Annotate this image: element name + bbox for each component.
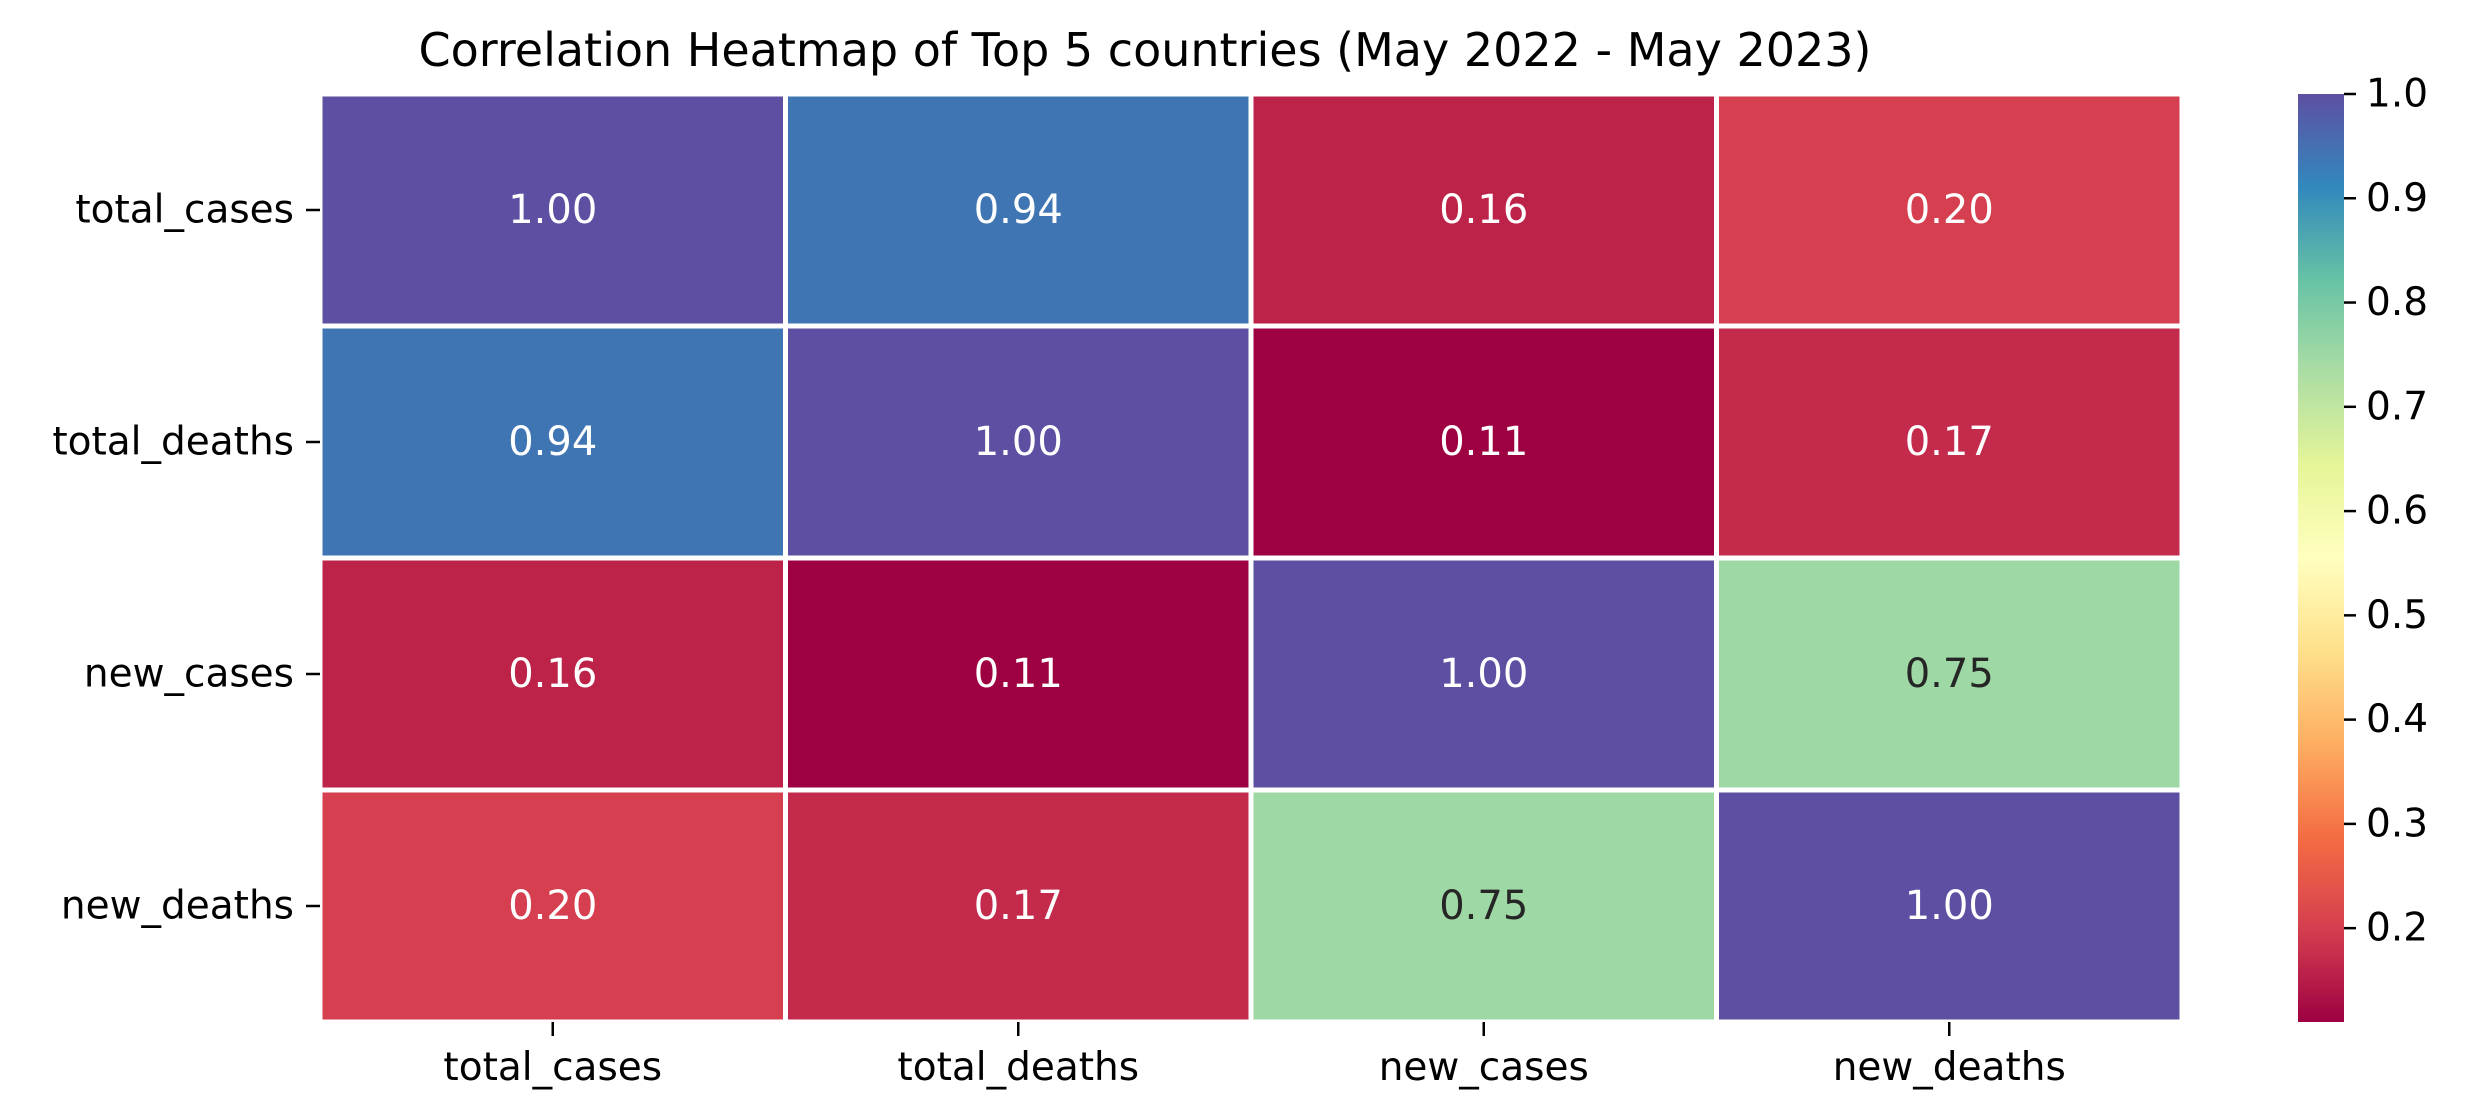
colorbar-tick-label: 0.8: [2366, 280, 2428, 325]
cell-value-label: 0.94: [508, 419, 597, 465]
row-label-new_cases: new_cases: [84, 652, 294, 697]
heatmap-cell-total_cases-total_cases: [317, 91, 788, 329]
cell-value-label: 0.17: [974, 883, 1063, 929]
cell-value-label: 0.16: [1439, 187, 1528, 233]
cell-value-label: 1.00: [1439, 651, 1528, 697]
heatmap-cell-total_cases-new_deaths: [1714, 91, 2185, 329]
heatmap-cell-new_deaths-total_deaths: [783, 787, 1254, 1025]
column-label-total_deaths: total_deaths: [897, 1045, 1139, 1090]
row-label-new_deaths: new_deaths: [61, 884, 294, 929]
heatmap-cell-total_cases-total_deaths: [783, 91, 1254, 329]
heatmap-cell-total_deaths-total_deaths: [783, 323, 1254, 561]
chart-title: Correlation Heatmap of Top 5 countries (…: [419, 23, 1872, 77]
cell-value-label: 0.20: [508, 883, 597, 929]
column-label-new_cases: new_cases: [1379, 1045, 1589, 1090]
colorbar-tick-label: 0.6: [2366, 489, 2428, 534]
cell-value-label: 0.17: [1905, 419, 1994, 465]
colorbar-tick-label: 0.5: [2366, 593, 2428, 638]
row-label-total_deaths: total_deaths: [52, 420, 294, 465]
cell-value-label: 0.11: [1439, 419, 1528, 465]
heatmap-cell-new_cases-new_deaths: [1714, 555, 2185, 793]
row-label-total_cases: total_cases: [75, 188, 294, 233]
colorbar-tick-label: 0.4: [2366, 697, 2428, 742]
heatmap-cell-new_deaths-new_deaths: [1714, 787, 2185, 1025]
row-labels: total_cases total_deaths new_cases new_deat…: [52, 188, 320, 929]
cell-value-label: 0.75: [1905, 651, 1994, 697]
cell-value-label: 0.75: [1439, 883, 1528, 929]
cell-value-label: 1.00: [1905, 883, 1994, 929]
heatmap-cell-total_cases-new_cases: [1248, 91, 1719, 329]
colorbar-tick-label: 1.0: [2366, 72, 2428, 117]
column-labels: total_cases total_deaths new_cases new_deat…: [443, 1022, 2066, 1090]
colorbar: 0.2 0.3 0.4 0.5 0.6 0.7 0.8 0.9 1.0: [2298, 72, 2428, 1022]
heatmap-cells: 1.00 0.94 0.16 0.20 0.94 1.00 0.11 0.17 0.16 0.11…: [317, 91, 2185, 1025]
colorbar-tick-label: 0.7: [2366, 384, 2428, 429]
cell-value-label: 1.00: [508, 187, 597, 233]
cell-value-label: 0.16: [508, 651, 597, 697]
cell-value-label: 0.94: [974, 187, 1063, 233]
colorbar-tick-label: 0.2: [2366, 906, 2428, 951]
heatmap-cell-new_cases-total_deaths: [783, 555, 1254, 793]
heatmap-cell-total_deaths-new_deaths: [1714, 323, 2185, 561]
cell-value-label: 0.20: [1905, 187, 1994, 233]
colorbar-gradient: [2298, 94, 2344, 1022]
column-label-total_cases: total_cases: [443, 1045, 662, 1090]
cell-value-label: 0.11: [974, 651, 1063, 697]
column-label-new_deaths: new_deaths: [1833, 1045, 2066, 1090]
colorbar-tick-label: 0.3: [2366, 801, 2428, 846]
colorbar-tick-label: 0.9: [2366, 176, 2428, 221]
cell-value-label: 1.00: [974, 419, 1063, 465]
